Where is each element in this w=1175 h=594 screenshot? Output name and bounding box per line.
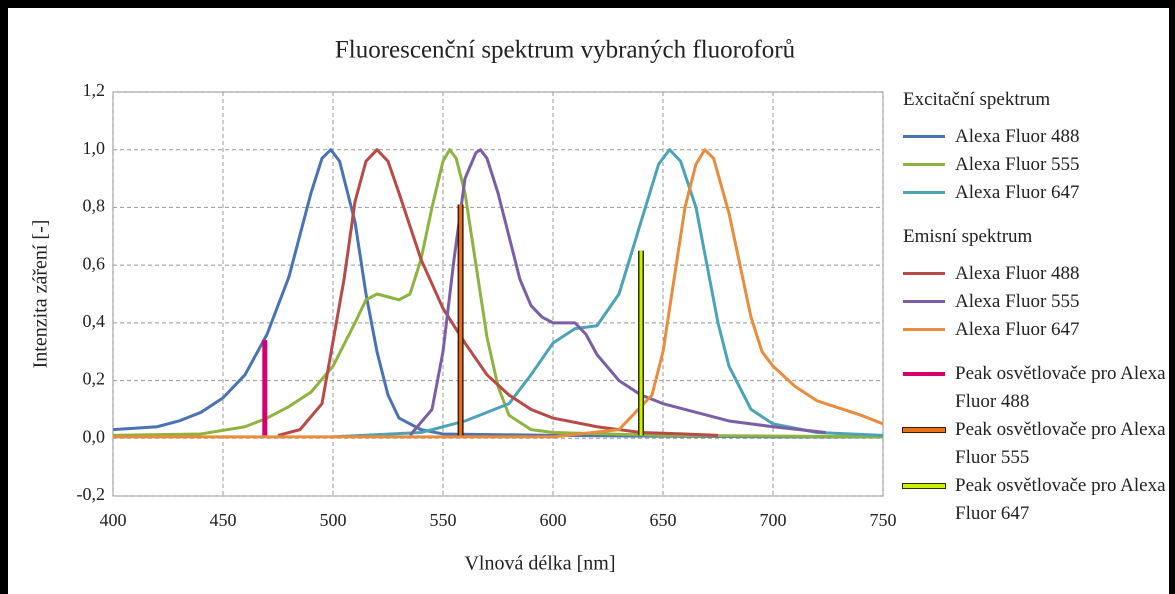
x-tick-label: 600	[540, 510, 567, 530]
y-tick-label: 0,2	[83, 369, 106, 389]
legend-entry: Alexa Fluor 555	[903, 288, 1175, 316]
x-tick-label: 700	[760, 510, 787, 530]
legend-label: Peak osvětlovače pro Alexa Fluor 647	[955, 475, 1166, 524]
legend-title: Excitační spektrum	[903, 89, 1051, 110]
y-tick-label: 0,6	[83, 253, 106, 273]
y-tick-label: 1,0	[83, 138, 106, 158]
x-tick-label: 450	[210, 510, 237, 530]
legend-swatch	[903, 191, 945, 194]
legend-label: Peak osvětlovače pro Alexa Fluor 488	[955, 363, 1166, 412]
legend-swatch	[903, 372, 945, 376]
x-tick-label: 650	[650, 510, 677, 530]
spectrum-line	[112, 148, 883, 439]
legend-title: Emisní spektrum	[903, 226, 1033, 247]
legend-swatch	[902, 427, 946, 433]
x-tick-label: 500	[320, 510, 347, 530]
legend-label: Alexa Fluor 647	[955, 319, 1080, 340]
x-tick-label: 750	[870, 510, 897, 530]
spectrum-line	[113, 148, 884, 439]
x-tick-label: 550	[430, 510, 457, 530]
legend-swatch	[903, 272, 945, 275]
legend-entry: Alexa Fluor 647	[903, 179, 1175, 207]
legend-entry: Alexa Fluor 647	[903, 316, 1175, 344]
legend-swatch	[903, 135, 945, 138]
legend-label: Alexa Fluor 488	[955, 263, 1080, 284]
legend: Excitační spektrum Alexa Fluor 488 Alexa F…	[902, 86, 1175, 544]
legend-label: Alexa Fluor 488	[955, 126, 1080, 147]
x-tick-label: 400	[100, 510, 127, 530]
chart-title: Fluorescenční spektrum vybraných fluorof…	[335, 37, 796, 64]
legend-label: Alexa Fluor 555	[955, 291, 1080, 312]
legend-group: Peak osvětlovače pro Alexa Fluor 488 Peak…	[902, 360, 1175, 528]
legend-swatch	[903, 300, 945, 303]
legend-entry: Alexa Fluor 488	[903, 123, 1175, 151]
legend-group: Excitační spektrum Alexa Fluor 488 Alexa F…	[903, 86, 1175, 207]
y-tick-label: 0,0	[83, 426, 106, 446]
legend-entry: Alexa Fluor 488	[903, 260, 1175, 288]
y-tick-label: 1,2	[83, 80, 106, 100]
legend-entry: Peak osvětlovače pro Alexa Fluor 647	[902, 472, 1175, 528]
legend-label: Alexa Fluor 555	[955, 154, 1080, 175]
y-axis-label: Intenzita záření [-]	[30, 220, 52, 369]
x-axis-label: Vlnová délka [nm]	[464, 553, 615, 575]
legend-label: Peak osvětlovače pro Alexa Fluor 555	[955, 419, 1166, 468]
y-tick-label: 0,8	[83, 196, 106, 216]
spectrum-line	[408, 148, 826, 437]
legend-group: Emisní spektrum Alexa Fluor 488 Alexa Fluo…	[903, 223, 1175, 344]
legend-entry: Alexa Fluor 555	[903, 151, 1175, 179]
legend-entry: Peak osvětlovače pro Alexa Fluor 488	[903, 360, 1175, 416]
legend-swatch	[903, 163, 945, 166]
legend-swatch	[902, 483, 946, 489]
y-tick-label: 0,4	[83, 311, 106, 331]
legend-label: Alexa Fluor 647	[955, 182, 1080, 203]
spectrum-line	[277, 148, 719, 437]
legend-entry: Peak osvětlovače pro Alexa Fluor 555	[902, 416, 1175, 472]
y-tick-label: -0,2	[77, 484, 106, 504]
legend-swatch	[903, 328, 945, 331]
spectrum-line	[332, 148, 884, 439]
